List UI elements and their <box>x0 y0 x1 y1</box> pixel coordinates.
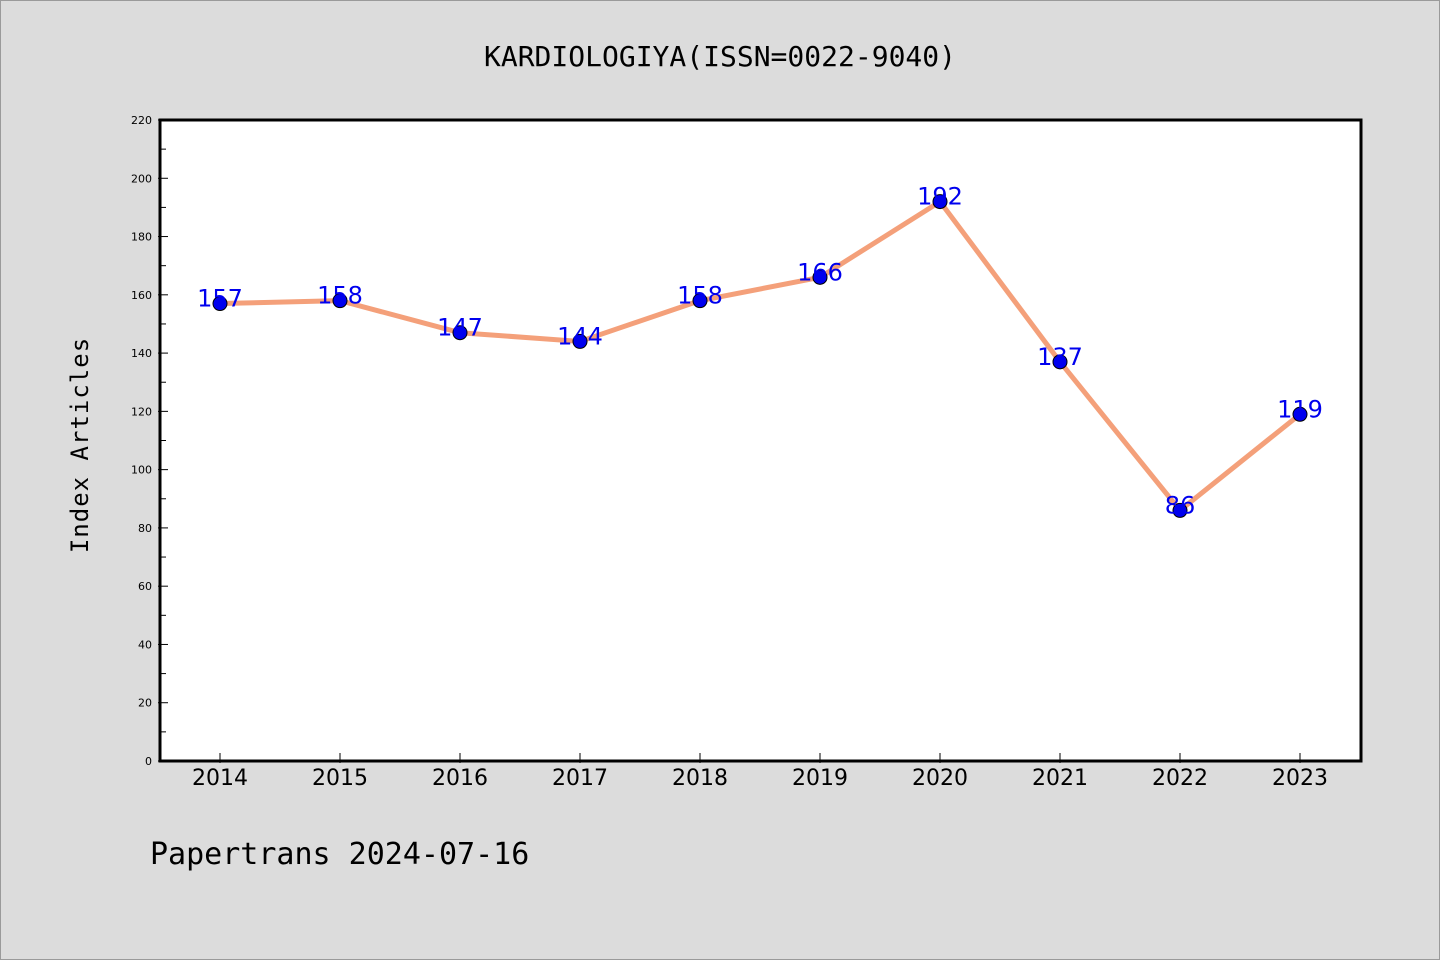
y-tick-label: 220 <box>131 114 152 127</box>
x-tick-label: 2019 <box>792 766 848 791</box>
x-tick-label: 2022 <box>1152 766 1208 791</box>
y-axis-label: Index Articles <box>66 337 94 553</box>
y-tick-label: 100 <box>131 464 152 477</box>
y-tick-label: 160 <box>131 289 152 302</box>
y-tick-label: 80 <box>138 522 152 535</box>
chart-title: KARDIOLOGIYA(ISSN=0022-9040) <box>484 40 956 73</box>
data-label: 158 <box>317 282 363 310</box>
data-point <box>212 296 228 312</box>
x-tick-label: 2016 <box>432 766 488 791</box>
y-tick-label: 140 <box>131 347 152 360</box>
data-point <box>812 269 828 285</box>
x-tick-label: 2014 <box>192 766 248 791</box>
x-tick-label: 2018 <box>672 766 728 791</box>
data-label: 157 <box>197 285 243 313</box>
x-tick-label: 2017 <box>552 766 608 791</box>
data-label: 147 <box>437 314 483 342</box>
data-point <box>332 293 348 309</box>
x-axis-ticks: 2014 2015 2016 2017 2018 2019 2020 2021 2022 2023 <box>192 753 1328 791</box>
y-tick-label: 20 <box>138 697 152 710</box>
x-tick-label: 2020 <box>912 766 968 791</box>
data-point <box>932 194 948 210</box>
data-label: 137 <box>1037 343 1083 371</box>
data-point <box>692 293 708 309</box>
x-tick-label: 2021 <box>1032 766 1088 791</box>
series-group <box>212 194 1308 518</box>
data-label: 119 <box>1277 395 1323 423</box>
data-label: 166 <box>797 258 843 286</box>
series-line <box>217 199 1303 513</box>
footer-credit: Papertrans 2024-07-16 <box>150 837 529 872</box>
data-point <box>452 325 468 341</box>
y-tick-label: 120 <box>131 405 152 418</box>
data-point <box>1052 354 1068 370</box>
y-tick-label: 200 <box>131 172 152 185</box>
data-point <box>1292 406 1308 422</box>
data-point <box>572 333 588 349</box>
plot-area <box>158 118 1363 763</box>
y-tick-label: 60 <box>138 580 152 593</box>
y-tick-label: 40 <box>138 638 152 651</box>
data-label: 192 <box>917 183 963 211</box>
data-label: 144 <box>557 322 603 350</box>
y-tick-label: 0 <box>145 755 152 768</box>
y-axis-ticks: 0 20 40 60 80 100 120 140 160 180 200 220 <box>131 114 168 768</box>
x-tick-label: 2023 <box>1272 766 1328 791</box>
data-label: 86 <box>1165 491 1196 519</box>
data-label: 158 <box>677 282 723 310</box>
y-tick-label: 180 <box>131 231 152 244</box>
data-point <box>1172 502 1188 518</box>
data-labels: 157 158 147 144 158 166 192 137 86 119 <box>197 183 1323 520</box>
x-tick-label: 2015 <box>312 766 368 791</box>
